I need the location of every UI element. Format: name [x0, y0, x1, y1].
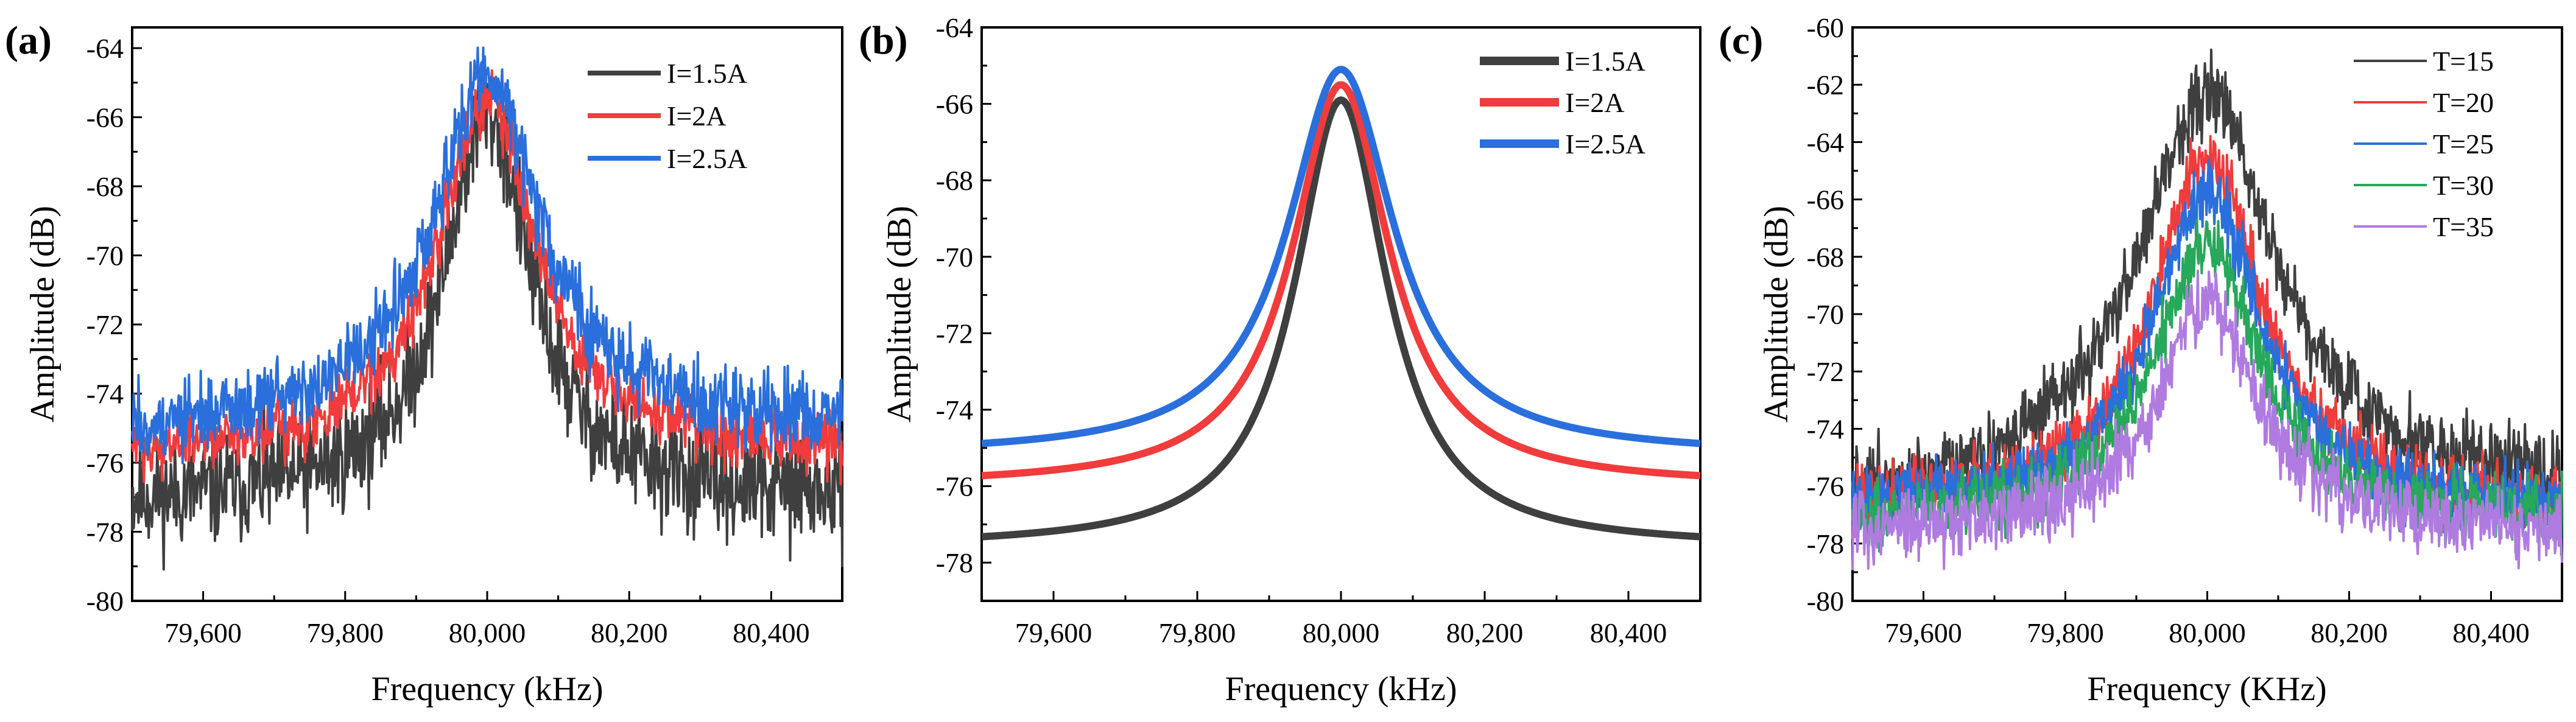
y-tick-label: -72 — [86, 309, 124, 340]
panel-c-x-axis-title: Frequency (KHz) — [2087, 670, 2326, 708]
legend-label: I=2.5A — [1565, 128, 1645, 159]
y-tick-label: -74 — [1807, 413, 1844, 444]
panel-a-label: (a) — [5, 18, 52, 63]
series-line-t-25 — [1851, 158, 2563, 538]
x-tick-label: 79,800 — [1159, 617, 1236, 648]
legend-label: I=2A — [667, 100, 726, 131]
x-tick-label: 79,800 — [307, 617, 384, 648]
x-tick-label: 80,200 — [591, 617, 668, 648]
y-tick-label: -68 — [1807, 242, 1844, 273]
y-tick-label: -64 — [936, 12, 973, 43]
y-tick-label: -72 — [936, 318, 973, 349]
y-tick-label: -62 — [1807, 69, 1844, 100]
x-tick-label: 79,600 — [164, 617, 242, 648]
y-tick-label: -72 — [1807, 356, 1844, 387]
y-tick-label: -66 — [936, 89, 973, 120]
y-tick-label: -76 — [936, 471, 973, 502]
legend-label: T=20 — [2433, 87, 2494, 118]
y-tick-label: -70 — [936, 242, 973, 273]
y-tick-label: -70 — [1807, 299, 1844, 330]
series-line-i-2-5a — [131, 46, 843, 464]
panel-a-series — [131, 46, 843, 571]
legend-label: T=35 — [2433, 211, 2494, 242]
x-tick-label: 80,000 — [2169, 617, 2246, 648]
legend-label: I=1.5A — [667, 58, 747, 89]
y-tick-label: -78 — [1807, 528, 1844, 559]
y-tick-label: -64 — [1807, 127, 1844, 158]
panel-a-x-axis-title: Frequency (kHz) — [371, 670, 604, 708]
y-tick-label: -74 — [86, 379, 124, 410]
panel-b: (b) Frequency (kHz) Amplitude (dB) 79,60… — [859, 12, 1703, 708]
x-tick-label: 79,800 — [2027, 617, 2104, 648]
panel-c-label: (c) — [1719, 18, 1763, 63]
series-line-i-2-5a — [980, 66, 1703, 447]
panel-b-series — [980, 66, 1703, 541]
y-tick-label: -66 — [1807, 184, 1844, 216]
y-tick-label: -76 — [1807, 471, 1844, 502]
y-tick-label: -60 — [1807, 12, 1844, 43]
legend-label: T=15 — [2433, 46, 2494, 77]
series-line-i-1-5a — [980, 96, 1703, 541]
series-line-t-35 — [1851, 269, 2563, 570]
x-tick-label: 80,400 — [1590, 617, 1667, 648]
legend-label: I=2A — [1565, 87, 1624, 118]
legend-label: I=1.5A — [1565, 46, 1645, 77]
y-tick-label: -74 — [936, 394, 973, 426]
x-tick-label: 80,000 — [449, 617, 526, 648]
y-tick-label: -66 — [86, 102, 124, 133]
panel-c-series — [1851, 48, 2563, 570]
y-tick-label: -68 — [86, 171, 124, 202]
legend-label: I=2.5A — [667, 143, 747, 174]
x-tick-label: 80,200 — [1446, 617, 1524, 648]
panel-c-y-axis-title: Amplitude (dB) — [1758, 206, 1795, 422]
legend-label: T=30 — [2433, 170, 2494, 201]
panel-c-legend: T=15 T=20 T=25 T=30 T=35 — [2354, 46, 2494, 242]
y-tick-label: -78 — [936, 547, 973, 578]
panel-b-legend: I=1.5A I=2A I=2.5A — [1480, 46, 1645, 159]
y-tick-label: -80 — [86, 586, 124, 617]
y-tick-label: -76 — [86, 447, 124, 478]
panel-a-legend: I=1.5A I=2A I=2.5A — [588, 58, 747, 174]
y-tick-label: -70 — [86, 240, 124, 272]
panel-a: (a) Frequency (kHz) Amplitude (dB) 79,60… — [5, 18, 843, 708]
panel-c-ticks: 79,600 79,800 80,000 80,200 80,400 -80 -78 -76 -… — [1807, 12, 2530, 648]
y-tick-label: -64 — [86, 33, 124, 64]
x-tick-label: 80,000 — [1303, 617, 1380, 648]
y-tick-label: -78 — [86, 517, 124, 548]
panel-a-ticks: 79,600 79,800 80,000 80,200 80,400 -80 -78 -76 -… — [86, 33, 810, 648]
y-tick-label: -80 — [1807, 586, 1844, 617]
panel-b-y-axis-title: Amplitude (dB) — [881, 206, 918, 422]
x-tick-label: 79,600 — [1015, 617, 1093, 648]
x-tick-label: 80,200 — [2310, 617, 2388, 648]
panel-b-label: (b) — [859, 18, 908, 63]
panel-b-x-axis-title: Frequency (kHz) — [1225, 670, 1457, 708]
x-tick-label: 80,400 — [733, 617, 810, 648]
x-tick-label: 80,400 — [2452, 617, 2530, 648]
legend-label: T=25 — [2433, 128, 2494, 159]
panel-a-y-axis-title: Amplitude (dB) — [24, 206, 62, 422]
x-tick-label: 79,600 — [1885, 617, 1962, 648]
y-tick-label: -68 — [936, 165, 973, 196]
panel-c: (c) Frequency (KHz) Amplitude (dB) 79,60… — [1719, 12, 2563, 708]
series-line-i-2a — [980, 81, 1703, 480]
series-line-t-15 — [1851, 48, 2563, 514]
panel-b-ticks: 79,600 79,800 80,000 80,200 80,400 -78 -76 -74 -… — [936, 12, 1667, 648]
series-line-i-1-5a — [131, 75, 843, 571]
